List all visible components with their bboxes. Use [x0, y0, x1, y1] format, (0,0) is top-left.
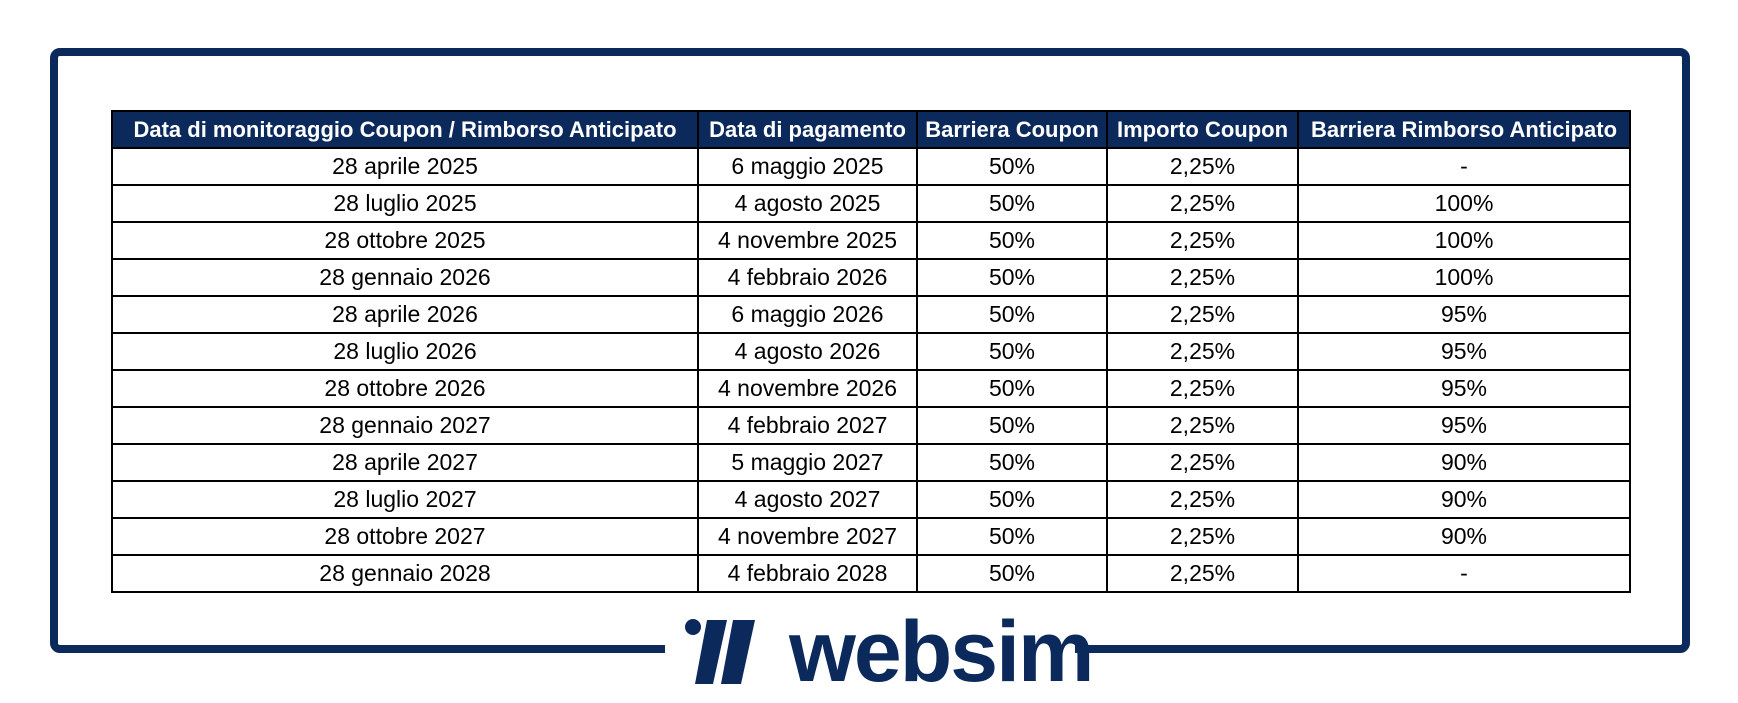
cell-early-redemption-barrier: 100% — [1297, 258, 1631, 297]
cell-coupon-amount: 2,25% — [1106, 517, 1299, 556]
cell-coupon-barrier: 50% — [916, 332, 1108, 371]
cell-coupon-amount: 2,25% — [1106, 221, 1299, 260]
websim-logo-icon — [685, 619, 755, 684]
cell-payment-date: 4 febbraio 2028 — [697, 554, 918, 593]
cell-payment-date: 4 novembre 2026 — [697, 369, 918, 408]
cell-early-redemption-barrier: 95% — [1297, 369, 1631, 408]
cell-monitoring-date: 28 gennaio 2028 — [111, 554, 699, 593]
cell-coupon-amount: 2,25% — [1106, 406, 1299, 445]
cell-early-redemption-barrier: 90% — [1297, 480, 1631, 519]
table-header: Data di monitoraggio Coupon / Rimborso A… — [111, 110, 1631, 149]
cell-early-redemption-barrier: 95% — [1297, 295, 1631, 334]
cell-coupon-barrier: 50% — [916, 295, 1108, 334]
cell-coupon-amount: 2,25% — [1106, 147, 1299, 186]
cell-payment-date: 5 maggio 2027 — [697, 443, 918, 482]
cell-monitoring-date: 28 aprile 2025 — [111, 147, 699, 186]
cell-payment-date: 4 agosto 2027 — [697, 480, 918, 519]
header-coupon-barrier: Barriera Coupon — [916, 110, 1108, 149]
cell-early-redemption-barrier: - — [1297, 554, 1631, 593]
table-row: 28 luglio 2025 4 agosto 2025 50% 2,25% 1… — [111, 184, 1631, 223]
websim-logo: websim — [683, 604, 1094, 700]
cell-coupon-barrier: 50% — [916, 184, 1108, 223]
table-row: 28 luglio 2027 4 agosto 2027 50% 2,25% 9… — [111, 480, 1631, 519]
cell-coupon-amount: 2,25% — [1106, 295, 1299, 334]
cell-coupon-barrier: 50% — [916, 258, 1108, 297]
cell-monitoring-date: 28 luglio 2025 — [111, 184, 699, 223]
cell-coupon-amount: 2,25% — [1106, 258, 1299, 297]
header-payment-date: Data di pagamento — [697, 110, 918, 149]
cell-monitoring-date: 28 ottobre 2025 — [111, 221, 699, 260]
cell-early-redemption-barrier: 100% — [1297, 221, 1631, 260]
cell-coupon-barrier: 50% — [916, 480, 1108, 519]
cell-coupon-barrier: 50% — [916, 369, 1108, 408]
coupon-schedule-table: Data di monitoraggio Coupon / Rimborso A… — [111, 110, 1631, 593]
cell-coupon-barrier: 50% — [916, 221, 1108, 260]
table-row: 28 aprile 2027 5 maggio 2027 50% 2,25% 9… — [111, 443, 1631, 482]
cell-monitoring-date: 28 aprile 2026 — [111, 295, 699, 334]
cell-payment-date: 6 maggio 2025 — [697, 147, 918, 186]
cell-coupon-barrier: 50% — [916, 406, 1108, 445]
table-row: 28 ottobre 2027 4 novembre 2027 50% 2,25… — [111, 517, 1631, 556]
cell-payment-date: 4 febbraio 2026 — [697, 258, 918, 297]
cell-payment-date: 4 agosto 2026 — [697, 332, 918, 371]
header-early-redemption-barrier: Barriera Rimborso Anticipato — [1297, 110, 1631, 149]
cell-coupon-barrier: 50% — [916, 147, 1108, 186]
table-row: 28 gennaio 2026 4 febbraio 2026 50% 2,25… — [111, 258, 1631, 297]
cell-payment-date: 6 maggio 2026 — [697, 295, 918, 334]
cell-monitoring-date: 28 gennaio 2027 — [111, 406, 699, 445]
websim-logo-text: websim — [789, 604, 1094, 700]
cell-early-redemption-barrier: 95% — [1297, 332, 1631, 371]
table-row: 28 gennaio 2027 4 febbraio 2027 50% 2,25… — [111, 406, 1631, 445]
cell-early-redemption-barrier: - — [1297, 147, 1631, 186]
cell-payment-date: 4 febbraio 2027 — [697, 406, 918, 445]
cell-monitoring-date: 28 luglio 2026 — [111, 332, 699, 371]
table-row: 28 gennaio 2028 4 febbraio 2028 50% 2,25… — [111, 554, 1631, 593]
cell-coupon-amount: 2,25% — [1106, 480, 1299, 519]
cell-payment-date: 4 novembre 2025 — [697, 221, 918, 260]
header-coupon-amount: Importo Coupon — [1106, 110, 1299, 149]
cell-monitoring-date: 28 ottobre 2027 — [111, 517, 699, 556]
cell-coupon-barrier: 50% — [916, 443, 1108, 482]
cell-coupon-amount: 2,25% — [1106, 332, 1299, 371]
cell-coupon-barrier: 50% — [916, 517, 1108, 556]
cell-monitoring-date: 28 ottobre 2026 — [111, 369, 699, 408]
cell-early-redemption-barrier: 95% — [1297, 406, 1631, 445]
cell-coupon-amount: 2,25% — [1106, 443, 1299, 482]
cell-monitoring-date: 28 luglio 2027 — [111, 480, 699, 519]
cell-early-redemption-barrier: 90% — [1297, 443, 1631, 482]
cell-coupon-amount: 2,25% — [1106, 554, 1299, 593]
header-row: Data di monitoraggio Coupon / Rimborso A… — [111, 110, 1631, 149]
cell-coupon-barrier: 50% — [916, 554, 1108, 593]
table-row: 28 luglio 2026 4 agosto 2026 50% 2,25% 9… — [111, 332, 1631, 371]
cell-coupon-amount: 2,25% — [1106, 184, 1299, 223]
cell-payment-date: 4 novembre 2027 — [697, 517, 918, 556]
cell-payment-date: 4 agosto 2025 — [697, 184, 918, 223]
cell-monitoring-date: 28 aprile 2027 — [111, 443, 699, 482]
table-row: 28 aprile 2026 6 maggio 2026 50% 2,25% 9… — [111, 295, 1631, 334]
table-body: 28 aprile 2025 6 maggio 2025 50% 2,25% -… — [111, 147, 1631, 593]
cell-coupon-amount: 2,25% — [1106, 369, 1299, 408]
table-row: 28 ottobre 2026 4 novembre 2026 50% 2,25… — [111, 369, 1631, 408]
cell-early-redemption-barrier: 100% — [1297, 184, 1631, 223]
header-monitoring-date: Data di monitoraggio Coupon / Rimborso A… — [111, 110, 699, 149]
cell-early-redemption-barrier: 90% — [1297, 517, 1631, 556]
cell-monitoring-date: 28 gennaio 2026 — [111, 258, 699, 297]
table-row: 28 ottobre 2025 4 novembre 2025 50% 2,25… — [111, 221, 1631, 260]
table-row: 28 aprile 2025 6 maggio 2025 50% 2,25% - — [111, 147, 1631, 186]
